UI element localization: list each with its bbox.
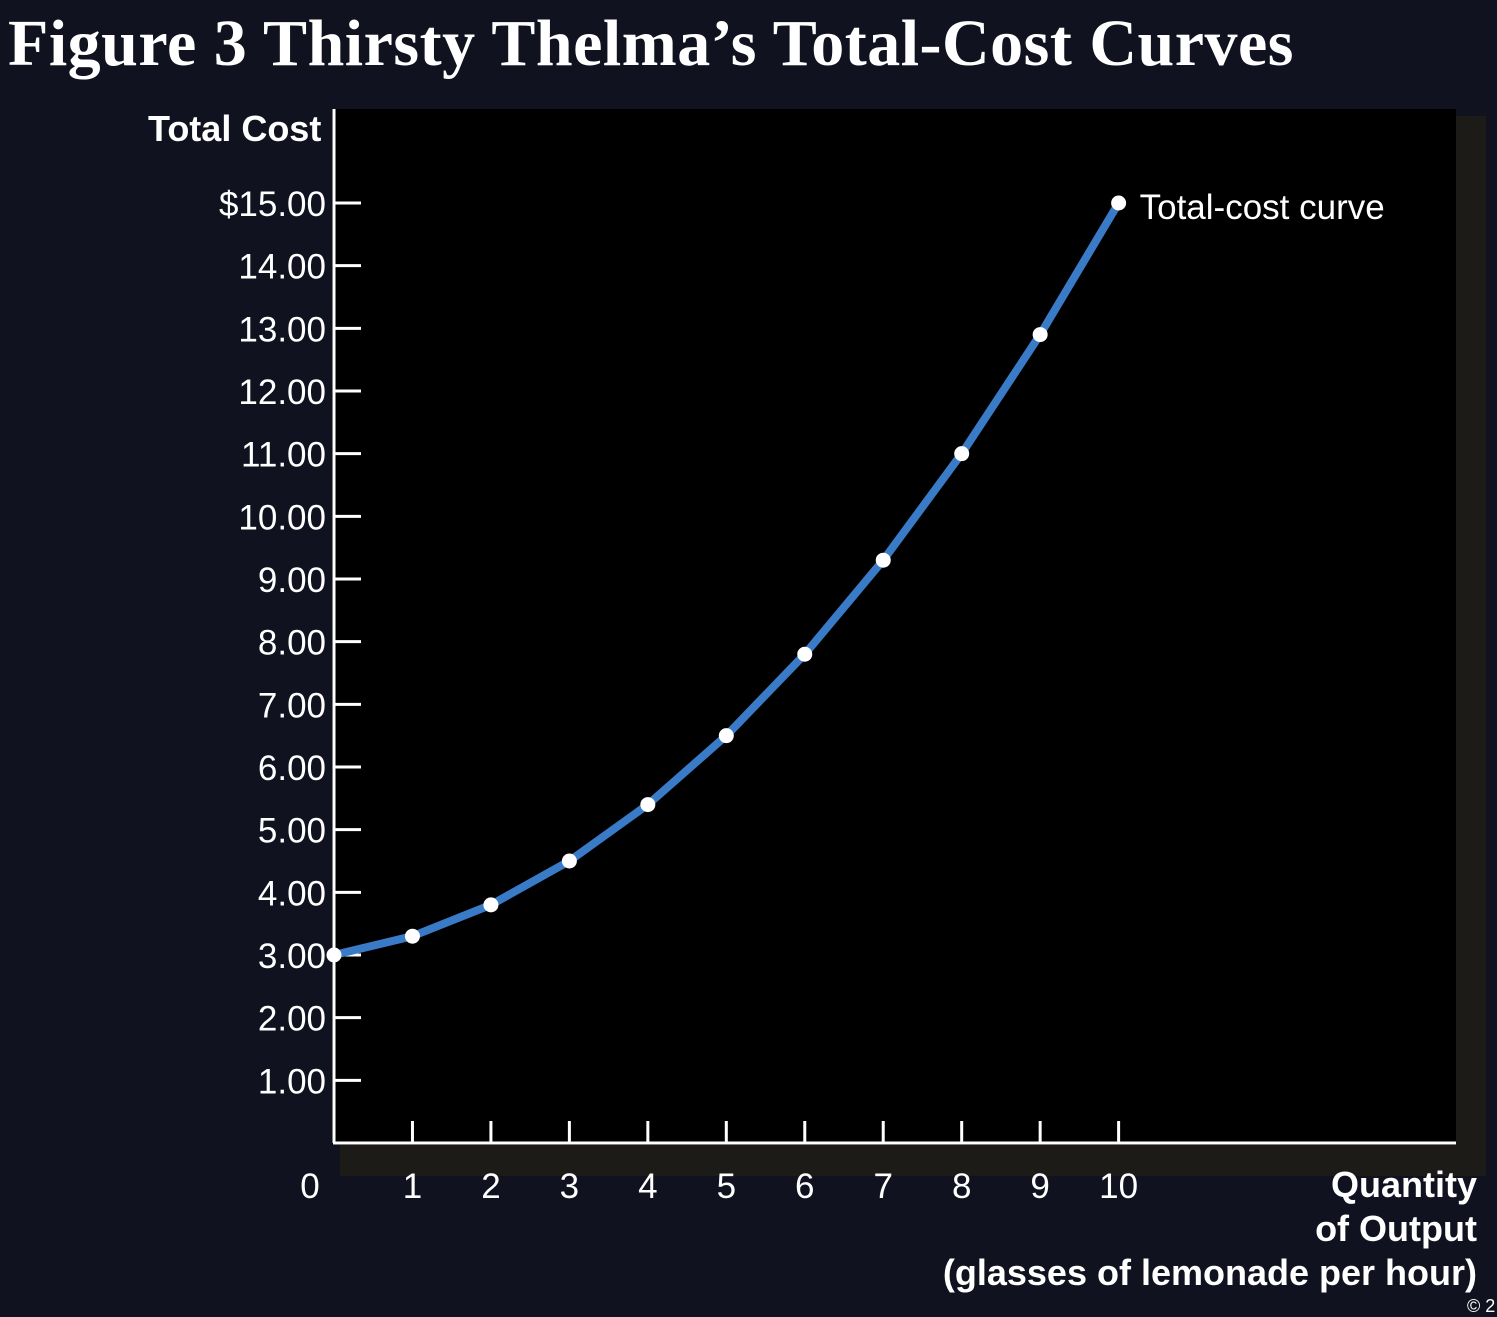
y-tick-label: 11.00: [241, 436, 326, 475]
series-label: Total-cost curve: [1140, 188, 1385, 227]
x-tick-label: 8: [952, 1167, 971, 1206]
x-axis-title: Quantity of Output (glasses of lemonade …: [943, 1163, 1477, 1295]
x-tick-label: 3: [560, 1167, 579, 1206]
data-point: [326, 947, 342, 963]
y-tick-label: 5.00: [258, 812, 326, 851]
data-point: [1111, 195, 1127, 211]
chart-title: Figure 3 Thirsty Thelma’s Total-Cost Cur…: [8, 7, 1294, 80]
y-tick-label: $15.00: [219, 185, 326, 224]
x-tick-label: 9: [1030, 1167, 1049, 1206]
x-tick-label: 6: [795, 1167, 814, 1206]
data-point: [875, 552, 891, 568]
x-tick-label: 1: [403, 1167, 422, 1206]
data-point: [640, 797, 656, 813]
y-tick-label: 9.00: [258, 561, 326, 600]
data-point: [797, 646, 813, 662]
y-tick-label: 12.00: [238, 373, 326, 412]
x-tick-label: 10: [1099, 1167, 1138, 1206]
plot-area: [332, 109, 1456, 1145]
y-tick-label: 14.00: [238, 248, 326, 287]
data-point: [483, 897, 499, 913]
copyright-notice: © 2: [1467, 1296, 1496, 1316]
x-tick-label: 7: [873, 1167, 892, 1206]
y-tick-label: 6.00: [258, 749, 326, 788]
series-layer: Total-cost curve: [326, 188, 1385, 963]
total-cost-curve-line: [330, 199, 1123, 959]
y-tick-label: 1.00: [258, 1062, 326, 1101]
y-tick-label: 2.00: [258, 1000, 326, 1039]
y-axis-title: Total Cost: [148, 108, 322, 149]
data-point: [404, 928, 420, 944]
y-tick-label: 10.00: [238, 498, 326, 537]
x-tick-label: 0: [300, 1167, 319, 1206]
axes: [332, 109, 1456, 1145]
data-point: [561, 853, 577, 869]
data-point: [718, 728, 734, 744]
x-axis-ticks: 0 1 2 3 4 5 6 7 8 9 10: [300, 1121, 1138, 1206]
x-tick-label: 5: [717, 1167, 736, 1206]
x-tick-label: 2: [481, 1167, 500, 1206]
y-tick-label: 8.00: [258, 624, 326, 663]
y-tick-label: 7.00: [258, 686, 326, 725]
y-tick-label: 3.00: [258, 937, 326, 976]
y-axis-ticks: 1.00 2.00 3.00 4.00 5.00 6.00 7.00 8.00 9.00 10.0…: [219, 185, 361, 1101]
y-tick-label: 13.00: [238, 310, 326, 349]
x-tick-label: 4: [638, 1167, 657, 1206]
data-point: [1032, 327, 1048, 343]
data-point: [954, 446, 970, 462]
x-axis-title-line-3: (glasses of lemonade per hour): [942, 1252, 1477, 1293]
x-axis-title-line-1: Quantity: [1330, 1164, 1477, 1205]
x-axis-title-line-2: of Output: [1315, 1208, 1477, 1249]
y-tick-label: 4.00: [258, 874, 326, 913]
